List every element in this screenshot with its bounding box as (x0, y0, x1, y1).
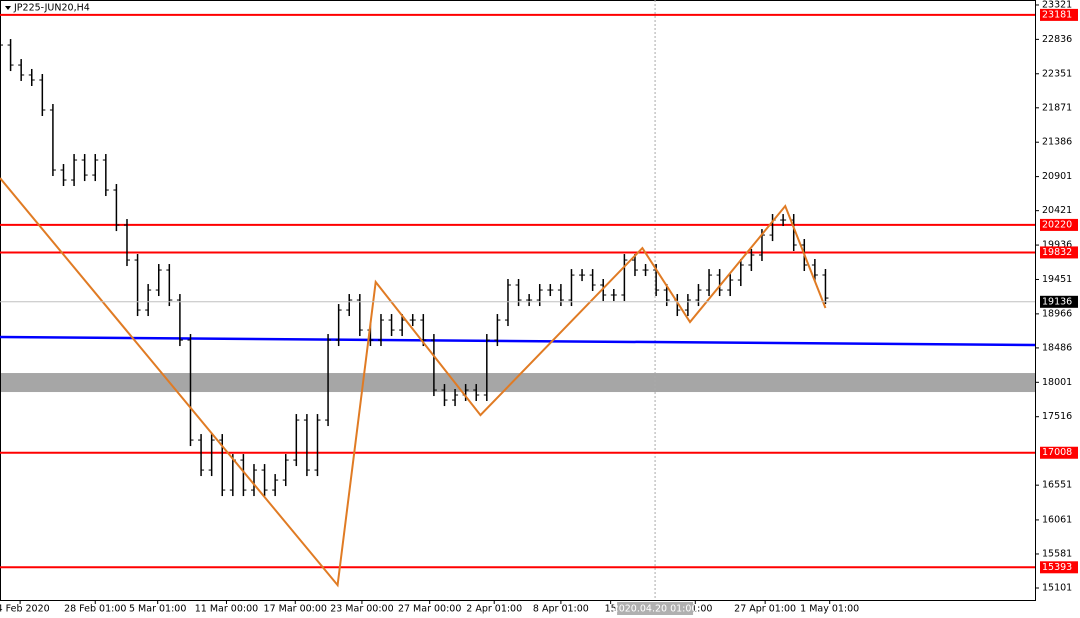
support-zone (1, 373, 1035, 393)
level-label-bg (1040, 561, 1078, 574)
level-label: 19832 (1042, 247, 1072, 258)
y-tick-label: 21386 (1042, 137, 1072, 148)
x-tick-label: 2 Apr 01:00 (466, 604, 522, 615)
x-tick-label: 11 Mar 00:00 (195, 604, 258, 615)
level-label-bg (1040, 8, 1078, 21)
y-tick-label: 15581 (1042, 548, 1072, 559)
y-tick-label: 21871 (1042, 102, 1072, 113)
x-tick-label: 17 Mar 00:00 (264, 604, 327, 615)
moving-average (0, 335, 1036, 347)
level-label: 15393 (1042, 562, 1072, 573)
y-tick-label: 16551 (1042, 480, 1072, 491)
y-tick-label: 22351 (1042, 68, 1072, 79)
y-tick-label: 15101 (1042, 583, 1072, 594)
current-price-bg (1040, 295, 1078, 308)
y-tick-label: 18966 (1042, 308, 1072, 319)
x-tick-label: 8 Apr 01:00 (533, 604, 589, 615)
level-label-bg (1040, 218, 1078, 231)
y-tick-label: 19451 (1042, 274, 1072, 285)
x-tick-label: 24 Feb 2020 (0, 604, 50, 615)
menu-triangle[interactable] (5, 6, 11, 10)
level-label: 20220 (1042, 219, 1072, 230)
x-tick-label: 1 May 01:00 (800, 604, 859, 615)
y-tick-label: 19936 (1042, 240, 1072, 251)
crosshair-label-bg (617, 602, 694, 615)
y-tick-label: 18001 (1042, 377, 1072, 388)
x-tick-label: 23 Mar 00:00 (330, 604, 393, 615)
y-tick-label: 18486 (1042, 342, 1072, 353)
level-label-bg (1040, 446, 1078, 459)
y-tick-label: 17516 (1042, 411, 1072, 422)
x-tick-label: 5 Mar 01:00 (129, 604, 186, 615)
y-tick-label: 20901 (1042, 171, 1072, 182)
x-tick-label: 27 Apr 01:00 (734, 604, 796, 615)
x-tick-label: r 01:00 (678, 604, 712, 615)
level-label: 23181 (1042, 9, 1072, 20)
level-label-bg (1040, 246, 1078, 259)
x-tick-label: 27 Mar 00:00 (398, 604, 461, 615)
current-price-label: 19136 (1042, 296, 1072, 307)
zigzag (0, 177, 827, 588)
y-tick-label: 16061 (1042, 514, 1072, 525)
y-tick-label: 20421 (1042, 205, 1072, 216)
y-tick-label: 22836 (1042, 34, 1072, 45)
x-tick-label: 15 (605, 604, 617, 615)
chart-title: JP225-JUN20,H4 (13, 3, 90, 14)
crosshair-label: 2020.04.20 01:00 (613, 604, 698, 615)
level-label: 17008 (1042, 447, 1072, 458)
y-tick-label: 23321 (1042, 0, 1072, 10)
x-tick-label: 28 Feb 01:00 (64, 604, 126, 615)
